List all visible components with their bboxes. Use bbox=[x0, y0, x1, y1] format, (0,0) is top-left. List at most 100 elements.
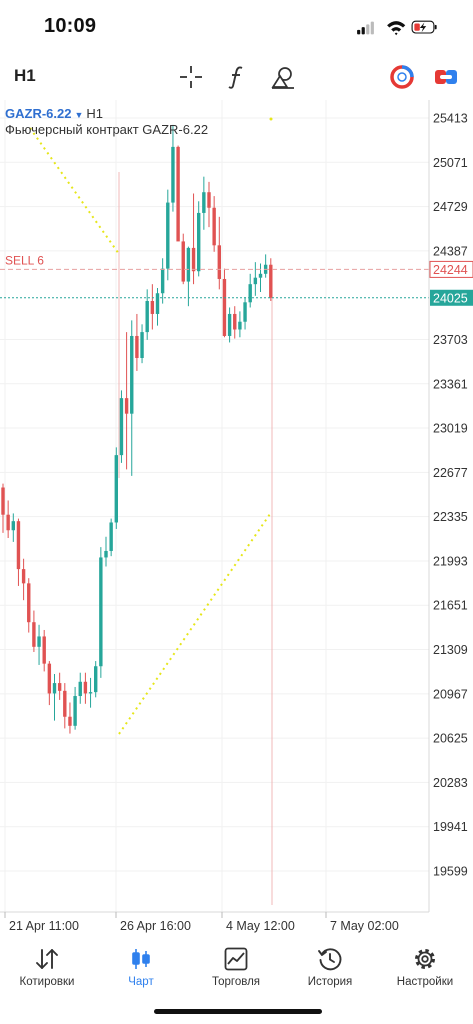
sell-order-label[interactable]: SELL 6 bbox=[5, 253, 44, 267]
candle-body bbox=[191, 247, 196, 272]
price-tick-label: 19599 bbox=[433, 865, 468, 879]
bid-price: 24025 bbox=[433, 291, 468, 305]
candle-body bbox=[202, 192, 206, 213]
tab-history[interactable]: История bbox=[283, 940, 377, 1000]
quotes-icon bbox=[36, 949, 58, 969]
candle-body bbox=[114, 455, 118, 523]
tab-trade[interactable]: Торговля bbox=[189, 940, 283, 1000]
crosshair-icon[interactable] bbox=[178, 64, 204, 90]
price-tick-label: 25413 bbox=[433, 112, 468, 126]
candle bbox=[1, 483, 5, 533]
candle-body bbox=[145, 301, 149, 333]
candle-body bbox=[52, 683, 57, 694]
symbol-header[interactable]: GAZR-6.22 ▼ H1 bbox=[5, 106, 103, 121]
price-tick-label: 22335 bbox=[433, 510, 468, 524]
tab-quotes[interactable]: Котировки bbox=[0, 940, 94, 1000]
candle-body bbox=[227, 313, 232, 336]
price-tick-label: 22677 bbox=[433, 466, 468, 480]
candle bbox=[114, 447, 118, 529]
tab-chart[interactable]: Чарт bbox=[94, 940, 188, 1000]
candle bbox=[27, 578, 31, 633]
price-tick-label: 25071 bbox=[433, 156, 468, 170]
symbol-name[interactable]: GAZR-6.22 bbox=[5, 106, 72, 121]
trendline-lower[interactable] bbox=[118, 513, 271, 735]
price-tick-label: 21309 bbox=[433, 643, 468, 657]
candle-body bbox=[186, 247, 191, 282]
candle-body bbox=[16, 521, 21, 570]
tab-trade-label: Торговля bbox=[211, 976, 261, 988]
candle bbox=[233, 306, 237, 339]
trendlines[interactable] bbox=[29, 117, 273, 735]
candle bbox=[11, 513, 15, 542]
candle bbox=[73, 686, 77, 730]
candle bbox=[99, 547, 103, 678]
one-click-trading-icon[interactable] bbox=[389, 64, 415, 90]
tab-settings[interactable]: Настройки bbox=[378, 940, 472, 1000]
price-axis: 25413 25071 24729 24387 23703 23361 23019 22677… bbox=[0, 100, 468, 913]
chart-toolbar: H1 bbox=[0, 56, 473, 98]
candle-body bbox=[68, 716, 72, 726]
timeframe-button[interactable]: H1 bbox=[14, 66, 36, 85]
price-tick-label: 24729 bbox=[433, 200, 468, 214]
candle-body bbox=[42, 636, 46, 664]
candle bbox=[124, 332, 129, 470]
candle bbox=[63, 683, 67, 729]
wifi-icon bbox=[387, 21, 406, 36]
time-marker-lines bbox=[118, 172, 273, 905]
candle bbox=[150, 284, 155, 330]
candle bbox=[171, 124, 175, 212]
candle bbox=[57, 672, 62, 700]
candle-body bbox=[140, 332, 144, 358]
candle-body bbox=[104, 550, 108, 558]
candle-body bbox=[47, 663, 52, 694]
trendline-upper[interactable] bbox=[29, 127, 120, 255]
candle-body bbox=[63, 690, 67, 717]
candle bbox=[243, 297, 247, 330]
bid-price-tag bbox=[430, 289, 473, 306]
candle bbox=[88, 677, 93, 708]
candle-body bbox=[171, 146, 175, 203]
candle-body bbox=[21, 569, 26, 584]
candle bbox=[83, 672, 88, 704]
candle bbox=[263, 254, 268, 278]
price-chart[interactable]: SELL 6 24244 24025 25413 25071 24729 24387 237… bbox=[0, 100, 473, 940]
candle-body bbox=[233, 313, 237, 330]
candle-body bbox=[253, 277, 258, 285]
candle-body bbox=[135, 335, 139, 358]
candle bbox=[37, 624, 41, 665]
candle bbox=[166, 189, 170, 281]
candle bbox=[202, 176, 206, 230]
candle-body bbox=[150, 301, 155, 314]
chart-icon bbox=[132, 949, 150, 969]
sell-order-price-tag bbox=[429, 260, 473, 278]
candle bbox=[52, 674, 57, 721]
symbol-dropdown-icon[interactable]: ▼ bbox=[74, 110, 84, 120]
candle bbox=[160, 258, 165, 304]
objects-icon[interactable] bbox=[270, 64, 296, 90]
time-tick-label: 4 May 12:00 bbox=[226, 919, 295, 933]
candle-body bbox=[109, 522, 113, 551]
candle-body bbox=[258, 273, 263, 278]
price-tick-label: 23019 bbox=[433, 422, 468, 436]
candle bbox=[155, 288, 160, 326]
candle-body bbox=[32, 622, 36, 647]
trade-panel-icon[interactable] bbox=[433, 64, 459, 90]
candle bbox=[191, 193, 196, 285]
candle-body bbox=[73, 696, 77, 726]
symbol-description: Фьючерсный контракт GAZR-6.22 bbox=[5, 122, 209, 137]
candle bbox=[222, 268, 227, 338]
function-icon[interactable] bbox=[224, 64, 250, 90]
candle bbox=[258, 263, 263, 292]
price-tick-label: 23703 bbox=[433, 333, 468, 347]
trendline-point bbox=[269, 117, 273, 121]
price-tick-label: 20967 bbox=[433, 687, 468, 701]
battery-icon bbox=[411, 20, 437, 34]
candle-body bbox=[212, 207, 216, 246]
candle-body bbox=[124, 398, 129, 414]
candle-body bbox=[238, 321, 242, 330]
candle bbox=[130, 320, 134, 476]
candle bbox=[135, 313, 139, 371]
candle bbox=[68, 702, 72, 734]
candle bbox=[181, 233, 185, 285]
tab-chart-label: Чарт bbox=[128, 976, 154, 988]
